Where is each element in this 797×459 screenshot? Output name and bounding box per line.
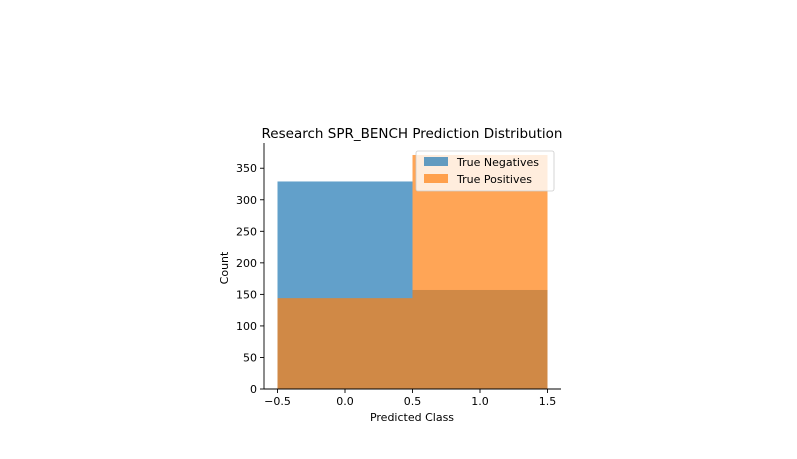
y-tick-label: 150 [236,288,257,301]
x-tick-label: 1.0 [471,395,489,408]
legend-label: True Positives [456,173,532,186]
bar-series-1-bin-0 [277,298,413,389]
x-axis-label: Predicted Class [370,411,454,424]
y-tick-label: 100 [236,320,257,333]
y-tick-label: 200 [236,257,257,270]
y-tick-label: 250 [236,225,257,238]
chart-title: Research SPR_BENCH Prediction Distributi… [262,126,563,142]
y-axis-label: Count [218,251,231,284]
bar-series-1-bin-1 [412,154,548,389]
legend-box [415,150,555,192]
y-tick-label: 350 [236,162,257,175]
legend-label: True Negatives [456,156,539,169]
x-tick-label: −0.5 [264,395,291,408]
axes-layer: −0.5 0.0 0.5 1.0 1.5 0 50 100 150 200 250 300 350 [236,143,561,408]
y-tick-label: 0 [250,383,257,396]
bars-layer [277,154,548,389]
y-tick-label: 50 [243,351,257,364]
legend-swatch [424,174,448,183]
legend: True Negatives True Positives [415,150,555,192]
x-tick-label: 0.5 [404,395,422,408]
x-tick-label: 0.0 [336,395,354,408]
y-tick-label: 300 [236,194,257,207]
x-tick-label: 1.5 [539,395,557,408]
legend-swatch [424,157,448,166]
